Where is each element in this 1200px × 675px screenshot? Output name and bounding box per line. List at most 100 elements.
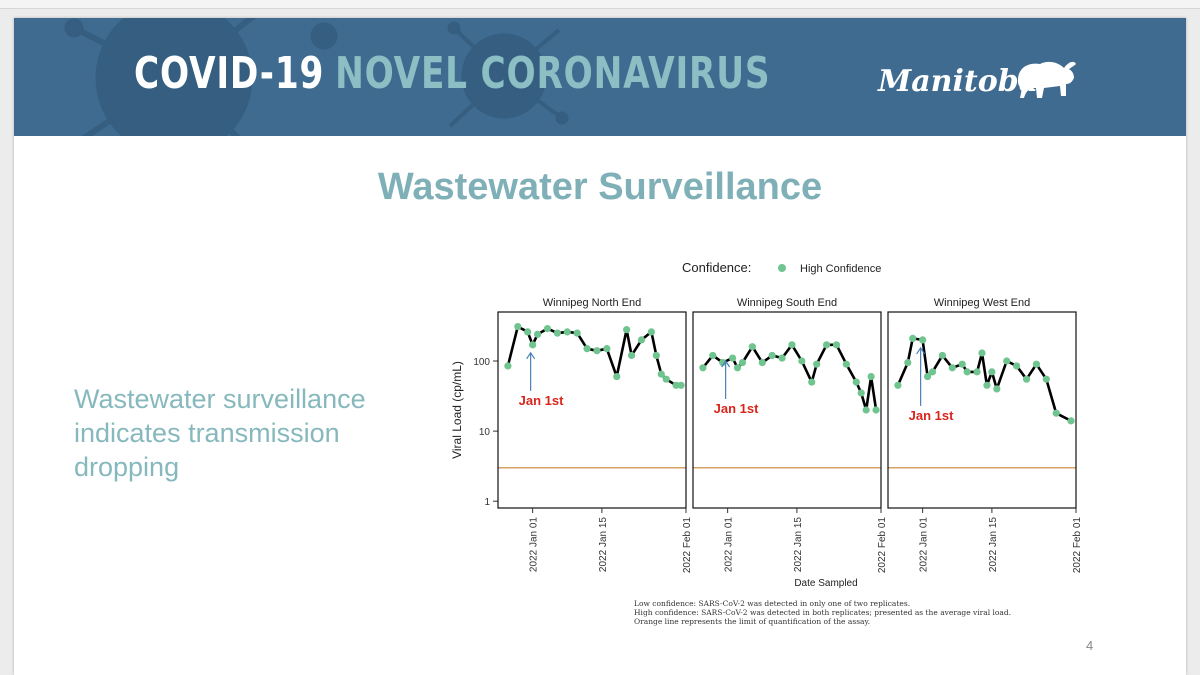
data-point [553, 329, 561, 337]
header-banner: COVID-19 NOVEL CORONAVIRUS Manitoba [14, 18, 1186, 136]
data-point [677, 381, 685, 389]
data-point [909, 334, 917, 343]
data-point [872, 406, 880, 414]
data-point [813, 360, 821, 368]
data-point [978, 349, 986, 357]
data-point [529, 341, 537, 349]
annotation-arrowhead [721, 359, 731, 368]
data-point [852, 378, 860, 386]
annotation-label: Jan 1st [519, 393, 564, 408]
data-point [623, 326, 631, 334]
data-point [768, 351, 776, 360]
data-point [533, 330, 542, 338]
x-axis-label: Date Sampled [794, 578, 857, 589]
data-point [543, 324, 552, 333]
footnote: High confidence: SARS-CoV-2 was detected… [634, 608, 1011, 617]
data-point [504, 362, 512, 370]
data-point [627, 351, 636, 360]
data-point [988, 368, 996, 376]
banner-title-covid: COVID-19 [134, 48, 325, 99]
data-point [862, 406, 870, 414]
data-point [973, 368, 981, 376]
data-point [573, 329, 581, 337]
data-point [733, 364, 742, 372]
facet-title: Winnipeg South End [737, 297, 837, 309]
data-point [904, 358, 912, 367]
data-point [514, 322, 522, 331]
data-point [647, 328, 655, 336]
data-point [832, 341, 841, 349]
data-point [958, 360, 966, 368]
y-tick-label: 100 [473, 357, 490, 368]
data-point [728, 354, 737, 362]
facet-panel-border [497, 311, 687, 509]
legend-marker [778, 264, 786, 272]
data-point [1003, 357, 1011, 365]
data-point [928, 368, 937, 376]
data-point [1042, 375, 1050, 383]
series-line [701, 343, 878, 412]
data-point [948, 364, 956, 372]
virus-decoration-icon [64, 18, 569, 136]
data-point [563, 328, 571, 336]
data-point [662, 375, 670, 383]
data-point [1022, 375, 1031, 383]
data-point [637, 336, 646, 344]
legend-entry: High Confidence [800, 263, 881, 275]
facet-title: Winnipeg West End [934, 297, 1030, 309]
x-tick-label: 2022 Jan 01 [529, 517, 540, 572]
slide: COVID-19 NOVEL CORONAVIRUS Manitoba Waste… [14, 18, 1186, 675]
page-number: 4 [1086, 638, 1094, 653]
y-axis-label: Viral Load (cp/mL) [450, 361, 464, 459]
data-point [738, 358, 747, 367]
data-point [894, 381, 902, 389]
y-tick-label: 10 [479, 427, 491, 438]
data-point [603, 345, 611, 353]
data-point [758, 358, 766, 367]
wastewater-chart: Confidence: High Confidence Viral Load (cp… [450, 260, 1083, 626]
series-line [896, 337, 1072, 423]
data-point [788, 341, 796, 349]
data-point [963, 368, 971, 376]
data-point [613, 372, 621, 381]
x-tick-label: 2022 Jan 15 [598, 517, 609, 572]
x-tick-label: 2022 Feb 01 [1072, 517, 1083, 574]
previous-slide-edge [0, 0, 1200, 9]
data-point [1052, 409, 1060, 417]
facet-panel-border [692, 311, 882, 509]
facet-panel-border [887, 311, 1077, 509]
slide-title: Wastewater Surveillance [377, 166, 823, 208]
data-point [1067, 417, 1075, 425]
data-point [798, 357, 806, 365]
x-tick-label: 2022 Jan 01 [724, 517, 735, 572]
data-point [719, 358, 727, 367]
annotation-label: Jan 1st [909, 408, 954, 423]
data-point [583, 345, 591, 353]
side-text: Wastewater surveillance indicates transm… [74, 384, 366, 482]
data-point [1032, 360, 1041, 368]
x-tick-label: 2022 Jan 15 [988, 517, 999, 572]
data-point [808, 378, 816, 386]
bison-logo-icon [1018, 61, 1076, 98]
legend-title: Confidence: [682, 260, 751, 275]
x-tick-label: 2022 Feb 01 [877, 517, 888, 574]
data-point [593, 347, 601, 355]
data-point [1013, 362, 1021, 370]
banner-title-novel-coronavirus: NOVEL CORONAVIRUS [335, 48, 771, 99]
data-point [857, 389, 865, 397]
annotation-arrowhead [916, 346, 926, 355]
data-point [919, 336, 927, 344]
data-point [923, 372, 932, 381]
data-point [709, 351, 717, 360]
x-tick-label: 2022 Jan 15 [793, 517, 804, 572]
data-point [938, 351, 947, 360]
data-point [822, 341, 831, 349]
x-tick-label: 2022 Feb 01 [682, 517, 693, 574]
annotation-label: Jan 1st [714, 401, 759, 416]
data-point [748, 343, 756, 351]
data-point [652, 351, 660, 360]
annotation-arrowhead [526, 351, 536, 360]
data-point [993, 385, 1001, 393]
y-tick-label: 1 [484, 497, 490, 508]
data-point [699, 364, 707, 372]
